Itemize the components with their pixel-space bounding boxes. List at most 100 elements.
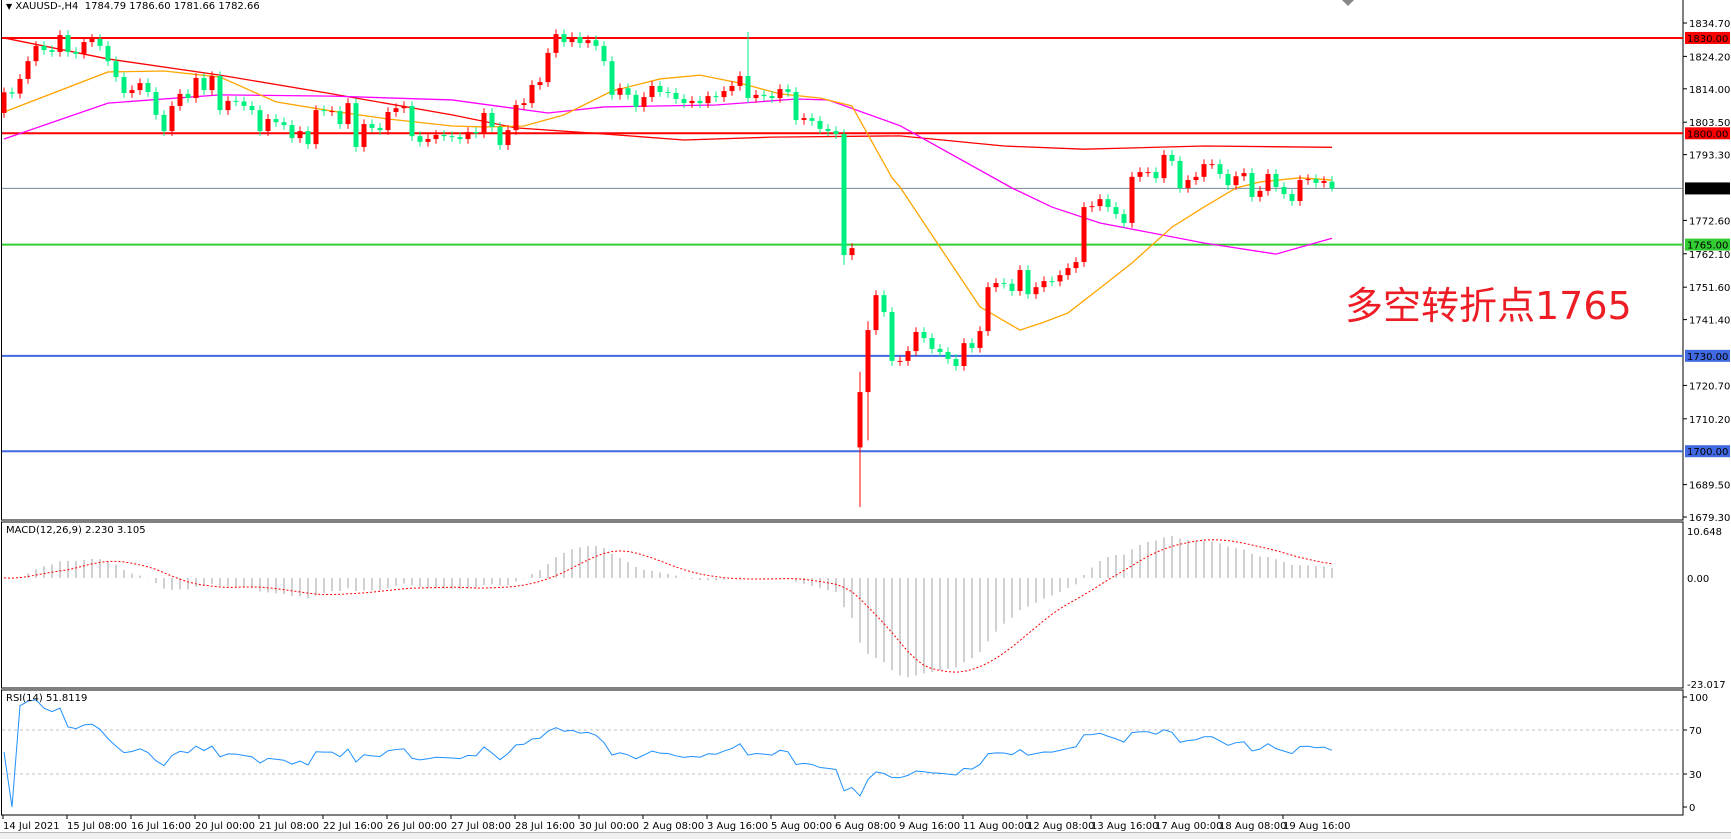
time-tick-label: 20 Jul 00:00 (195, 821, 255, 832)
annotation-text: 多空转折点1765 (1345, 284, 1632, 328)
candle-down (697, 100, 703, 104)
candle-down (121, 77, 127, 93)
candle-down (601, 45, 607, 62)
time-tick-label: 12 Aug 08:00 (1027, 821, 1094, 832)
candle-up (1089, 206, 1095, 208)
price-tick-label: 1772.60 (1689, 216, 1730, 227)
candle-down (153, 91, 159, 115)
candle-down (769, 96, 775, 99)
candle-down (793, 91, 799, 120)
chart-shift-marker-icon[interactable] (1342, 0, 1354, 6)
candle-up (81, 42, 87, 54)
candle-up (1241, 173, 1247, 177)
level-tag-label: 1765.00 (1687, 241, 1728, 252)
time-tick-label: 27 Jul 08:00 (451, 821, 511, 832)
candle-down (497, 126, 503, 146)
candle-down (369, 124, 375, 128)
candle-up (129, 90, 135, 93)
candle-up (689, 100, 695, 104)
candle-down (217, 76, 223, 111)
candle-down (449, 136, 455, 138)
time-tick-label: 18 Aug 08:00 (1219, 821, 1286, 832)
candle-down (489, 112, 495, 127)
time-tick-label: 26 Jul 00:00 (387, 821, 447, 832)
rsi-tick-label: 100 (1689, 693, 1708, 704)
candle-down (673, 92, 679, 99)
candle-up (33, 45, 39, 62)
rsi-label: RSI(14) 51.8119 (6, 693, 88, 704)
candle-down (929, 338, 935, 349)
candle-down (1105, 199, 1111, 208)
candle-up (1073, 262, 1079, 269)
price-tick-label: 1710.20 (1689, 415, 1730, 426)
candle-down (97, 38, 103, 46)
candle-down (881, 295, 887, 312)
candle-up (569, 36, 575, 43)
price-tick-label: 1762.10 (1689, 250, 1730, 261)
level-tag (1685, 238, 1730, 251)
candle-up (537, 82, 543, 85)
candle-up (857, 392, 863, 448)
candle-down (145, 83, 151, 92)
candle-up (425, 139, 431, 142)
candle-down (577, 36, 583, 44)
price-tick-label: 1803.50 (1689, 118, 1730, 129)
candle-down (665, 91, 671, 93)
time-tick-label: 2 Aug 08:00 (643, 821, 704, 832)
time-tick-label: 3 Aug 16:00 (707, 821, 768, 832)
candle-up (329, 111, 335, 113)
candle-down (249, 105, 255, 111)
candle-down (1273, 174, 1279, 188)
candle-up (913, 331, 919, 352)
candle-up (177, 93, 183, 106)
price-tick-label: 1741.40 (1689, 316, 1730, 327)
moving-average-line (3, 37, 1333, 150)
candle-down (841, 133, 847, 256)
candle-down (1281, 187, 1287, 195)
price-tick-label: 1751.60 (1689, 283, 1730, 294)
candle-down (9, 92, 15, 94)
candle-up (505, 130, 511, 146)
candle-down (201, 77, 207, 91)
candle-up (1305, 179, 1311, 181)
candle-down (825, 128, 831, 132)
candle-down (745, 76, 751, 99)
candle-up (801, 118, 807, 120)
candle-up (209, 76, 215, 91)
time-tick-label: 28 Jul 16:00 (515, 821, 575, 832)
candle-up (1161, 154, 1167, 179)
level-tag-label: 1700.00 (1687, 447, 1728, 458)
candle-down (593, 40, 599, 46)
bottom-tab-strip (0, 832, 1731, 839)
candle-up (617, 88, 623, 95)
candle-up (89, 38, 95, 43)
candle-down (1177, 160, 1183, 188)
candle-down (681, 98, 687, 104)
candle-up (1097, 199, 1103, 207)
level-tag-label: 1782.66 (1687, 184, 1728, 195)
level-tag (1685, 31, 1730, 44)
price-tick-label: 1834.70 (1689, 19, 1730, 30)
candle-down (633, 94, 639, 107)
candle-up (961, 343, 967, 367)
candle-down (417, 136, 423, 142)
candle-up (225, 100, 231, 111)
dropdown-triangle-icon[interactable]: ▼ (6, 2, 13, 11)
pane-frames (1, 0, 1684, 816)
candle-up (993, 283, 999, 288)
candle-up (705, 96, 711, 104)
moving-average-line (3, 94, 1333, 255)
candle-down (953, 359, 959, 367)
candle-up (737, 76, 743, 86)
candle-up (1, 92, 7, 113)
price-tick-label: 1824.20 (1689, 52, 1730, 63)
level-tag (1685, 349, 1730, 362)
candle-down (1025, 270, 1031, 295)
candle-up (1129, 176, 1135, 223)
candle-down (833, 131, 839, 134)
candle-up (25, 61, 31, 79)
candle-up (193, 77, 199, 99)
time-tick-label: 30 Jul 00:00 (579, 821, 639, 832)
candle-down (337, 111, 343, 125)
